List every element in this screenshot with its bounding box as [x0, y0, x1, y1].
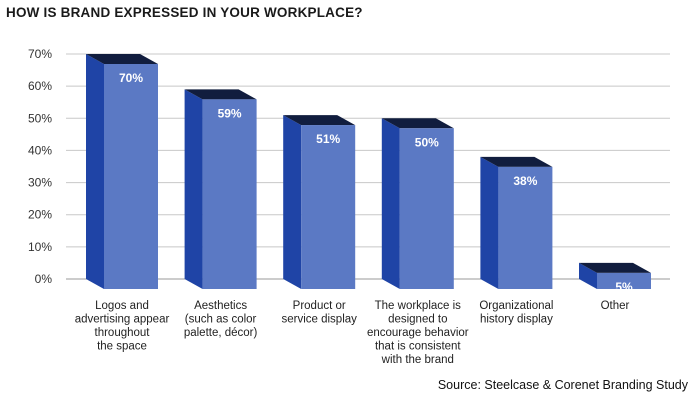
category-label-line: with the brand [381, 354, 454, 366]
data-label: 5% [615, 280, 633, 294]
bar [301, 125, 356, 289]
data-label: 59% [218, 106, 242, 120]
category-label-line: The workplace is [375, 300, 462, 312]
bar [399, 128, 454, 289]
bar-top [381, 118, 454, 129]
chart-title: HOW IS BRAND EXPRESSED IN YOUR WORKPLACE… [6, 5, 363, 20]
source-note: Source: Steelcase & Corenet Branding Stu… [437, 378, 688, 392]
y-tick-label: 30% [28, 176, 52, 190]
y-tick-label: 50% [28, 111, 52, 125]
bar [597, 272, 651, 289]
bar-top [184, 89, 257, 100]
bar-side [579, 262, 597, 289]
bar-top [86, 54, 158, 64]
bar-side [480, 156, 499, 289]
category-label-line: Other [601, 300, 630, 312]
data-label: 50% [415, 135, 439, 149]
category-label-line: the space [97, 341, 147, 353]
category-label-line: that is consistent [375, 341, 461, 353]
category-label-line: palette, décor) [184, 327, 258, 339]
category-label-line: encourage behavior [367, 327, 469, 339]
y-tick-label: 40% [28, 143, 52, 157]
category-label-line: Product or [293, 300, 346, 312]
bar [104, 64, 158, 289]
category-label-line: history display [480, 314, 553, 326]
category-label-line: designed to [388, 314, 447, 326]
bar-side [184, 89, 203, 289]
bar [498, 166, 553, 289]
y-tick-label: 60% [28, 79, 52, 93]
bar-top [283, 115, 356, 126]
category-label-line: Organizational [479, 300, 553, 312]
bar-top [579, 262, 651, 273]
data-label: 38% [513, 174, 537, 188]
category-label-line: Logos and [95, 300, 149, 312]
category-label-line: service display [281, 314, 357, 326]
bar-side [283, 115, 302, 289]
category-label-line: Aesthetics [194, 300, 247, 312]
y-tick-label: 70% [28, 47, 52, 61]
data-label: 51% [316, 132, 340, 146]
category-label: Organizational history display [479, 300, 553, 326]
bar-top [480, 156, 553, 167]
y-tick-label: 0% [35, 272, 53, 286]
y-tick-label: 10% [28, 240, 52, 254]
bar [202, 99, 257, 289]
category-label: The workplace is designed to encourage beh… [367, 300, 469, 366]
data-label: 70% [119, 71, 143, 85]
bar-side [381, 118, 400, 290]
bar-side [86, 54, 104, 289]
category-label: Product or service display [281, 300, 357, 326]
category-label: Logos and advertising appear throughout the… [75, 300, 170, 353]
category-label-line: advertising appear [75, 314, 170, 326]
y-tick-label: 20% [28, 208, 52, 222]
category-label: Aesthetics (such as color palette, décor) [184, 300, 258, 339]
category-label-line: (such as color [185, 314, 257, 326]
category-label: Other [601, 300, 630, 312]
category-label-line: throughout [95, 327, 151, 339]
